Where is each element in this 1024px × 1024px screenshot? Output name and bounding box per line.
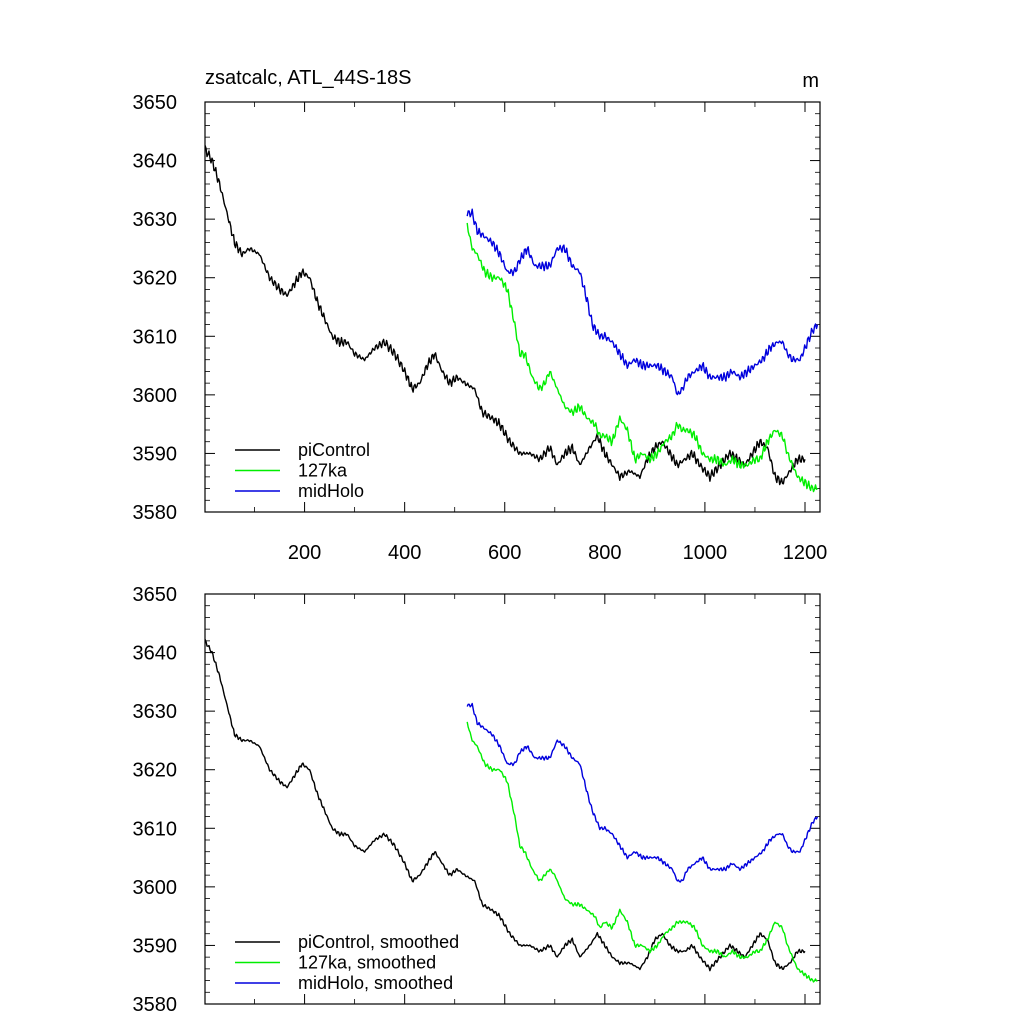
y-tick-label: 3650 (133, 584, 178, 606)
chart-panel-top: 3580 3590 3600 3610 3620 3630 3640 3650 200 400 60… (133, 67, 828, 564)
legend-label: 127ka, smoothed (298, 953, 436, 973)
plot-frame (204, 101, 821, 513)
plot-frame (204, 593, 821, 1005)
y-tick-label: 3640 (133, 643, 178, 665)
chart-panel-bottom: 3580 3590 3600 3610 3620 3630 3640 3650 piContro… (133, 584, 821, 1016)
legend-label: 127ka (298, 461, 348, 481)
series-line-midholo (466, 702, 819, 883)
series-line-picontrol (205, 639, 806, 972)
y-tick-label: 3590 (133, 443, 178, 465)
x-tick-label: 800 (588, 542, 621, 564)
x-tick-label: 400 (388, 542, 421, 564)
y-tick-label: 3630 (133, 701, 178, 723)
units-label: m (802, 70, 819, 92)
x-tick-label: 1000 (683, 542, 728, 564)
y-tick-label: 3640 (133, 151, 178, 173)
series-line-127ka (466, 222, 818, 493)
y-tick-label: 3610 (133, 818, 178, 840)
y-tick-label: 3580 (133, 502, 178, 524)
y-tick-label: 3650 (133, 92, 178, 114)
legend-label: midHolo, smoothed (298, 973, 453, 993)
y-tick-label: 3610 (133, 326, 178, 348)
y-tick-label: 3600 (133, 385, 178, 407)
legend-label: piControl, smoothed (298, 932, 459, 952)
series-line-picontrol (205, 145, 806, 486)
y-tick-label: 3600 (133, 877, 178, 899)
x-tick-label: 600 (488, 542, 521, 564)
series-line-127ka (466, 721, 818, 983)
chart-title: zsatcalc, ATL_44S-18S (205, 67, 411, 89)
x-tick-label: 200 (288, 542, 321, 564)
y-tick-label: 3590 (133, 935, 178, 957)
y-tick-label: 3620 (133, 760, 178, 782)
y-tick-label: 3630 (133, 209, 178, 231)
x-tick-label: 1200 (783, 542, 828, 564)
legend-label: piControl (298, 440, 370, 460)
legend-label: midHolo (298, 481, 364, 501)
y-tick-label: 3580 (133, 994, 178, 1016)
series-line-midholo (466, 208, 819, 396)
y-tick-label: 3620 (133, 268, 178, 290)
